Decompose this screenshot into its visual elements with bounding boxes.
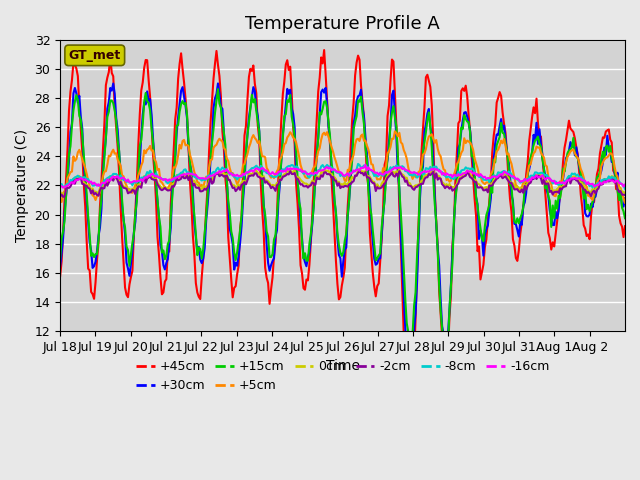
Line: +15cm: +15cm bbox=[60, 89, 625, 353]
-2cm bbox=[620, 192, 627, 197]
0cm bbox=[56, 189, 64, 195]
0cm bbox=[77, 176, 84, 181]
+15cm bbox=[76, 113, 83, 119]
+5cm bbox=[545, 174, 552, 180]
+30cm bbox=[348, 150, 356, 156]
0cm bbox=[621, 190, 629, 196]
+45cm bbox=[56, 273, 64, 279]
-16cm bbox=[56, 183, 64, 189]
-2cm bbox=[95, 193, 102, 199]
+30cm bbox=[462, 109, 470, 115]
0cm bbox=[546, 185, 554, 191]
-16cm bbox=[77, 175, 84, 181]
-8cm bbox=[93, 182, 101, 188]
+15cm bbox=[546, 198, 554, 204]
+5cm bbox=[391, 129, 399, 134]
Title: Temperature Profile A: Temperature Profile A bbox=[245, 15, 440, 33]
+30cm bbox=[620, 204, 627, 209]
-8cm bbox=[56, 182, 64, 188]
+15cm bbox=[441, 350, 449, 356]
Line: -16cm: -16cm bbox=[60, 165, 625, 188]
+30cm bbox=[76, 93, 83, 99]
-2cm bbox=[621, 192, 629, 198]
-8cm bbox=[76, 174, 83, 180]
-2cm bbox=[286, 168, 294, 174]
-2cm bbox=[350, 178, 358, 184]
-16cm bbox=[621, 182, 629, 188]
+30cm bbox=[56, 264, 64, 269]
-2cm bbox=[546, 189, 554, 195]
-16cm bbox=[620, 184, 627, 190]
Line: +5cm: +5cm bbox=[60, 132, 625, 203]
-16cm bbox=[60, 185, 67, 191]
+15cm bbox=[214, 86, 222, 92]
+30cm bbox=[546, 208, 554, 214]
+45cm bbox=[620, 234, 627, 240]
-8cm bbox=[354, 161, 362, 167]
-8cm bbox=[347, 169, 355, 175]
-16cm bbox=[546, 175, 554, 181]
+5cm bbox=[93, 193, 101, 199]
Line: +30cm: +30cm bbox=[60, 84, 625, 374]
+15cm bbox=[93, 251, 101, 257]
-16cm bbox=[95, 181, 102, 187]
-2cm bbox=[60, 194, 67, 200]
0cm bbox=[462, 170, 470, 176]
+45cm bbox=[462, 83, 470, 88]
-16cm bbox=[362, 162, 369, 168]
+15cm bbox=[620, 208, 627, 214]
-8cm bbox=[621, 186, 629, 192]
+30cm bbox=[93, 248, 101, 254]
+45cm bbox=[93, 257, 101, 263]
-2cm bbox=[77, 175, 84, 180]
+5cm bbox=[56, 199, 64, 204]
+5cm bbox=[76, 147, 83, 153]
+45cm bbox=[404, 417, 412, 422]
+5cm bbox=[347, 160, 355, 166]
+5cm bbox=[460, 135, 468, 141]
Line: -2cm: -2cm bbox=[60, 171, 625, 197]
+45cm bbox=[546, 235, 554, 241]
+15cm bbox=[462, 116, 470, 122]
Line: +45cm: +45cm bbox=[60, 50, 625, 420]
+45cm bbox=[348, 117, 356, 122]
Line: -8cm: -8cm bbox=[60, 164, 625, 189]
0cm bbox=[61, 192, 68, 198]
+45cm bbox=[621, 223, 629, 229]
Line: 0cm: 0cm bbox=[60, 168, 625, 195]
+30cm bbox=[621, 195, 629, 201]
-2cm bbox=[56, 193, 64, 199]
0cm bbox=[95, 191, 102, 197]
Y-axis label: Temperature (C): Temperature (C) bbox=[15, 129, 29, 242]
+15cm bbox=[348, 158, 356, 164]
-2cm bbox=[462, 173, 470, 179]
0cm bbox=[348, 174, 356, 180]
Legend: +45cm, +30cm, +15cm, +5cm, 0cm, -2cm, -8cm, -16cm: +45cm, +30cm, +15cm, +5cm, 0cm, -2cm, -8… bbox=[131, 355, 554, 397]
Text: GT_met: GT_met bbox=[68, 49, 121, 62]
-8cm bbox=[545, 174, 552, 180]
-8cm bbox=[460, 167, 468, 173]
+5cm bbox=[618, 191, 626, 196]
+30cm bbox=[406, 372, 413, 377]
+15cm bbox=[621, 216, 629, 221]
+30cm bbox=[214, 81, 222, 86]
-8cm bbox=[618, 182, 626, 188]
0cm bbox=[620, 189, 627, 195]
+15cm bbox=[56, 256, 64, 262]
+45cm bbox=[76, 104, 83, 110]
0cm bbox=[356, 166, 364, 171]
X-axis label: Time: Time bbox=[326, 359, 360, 373]
+5cm bbox=[621, 200, 629, 205]
-16cm bbox=[348, 170, 356, 176]
+45cm bbox=[320, 47, 328, 53]
-16cm bbox=[462, 170, 470, 176]
